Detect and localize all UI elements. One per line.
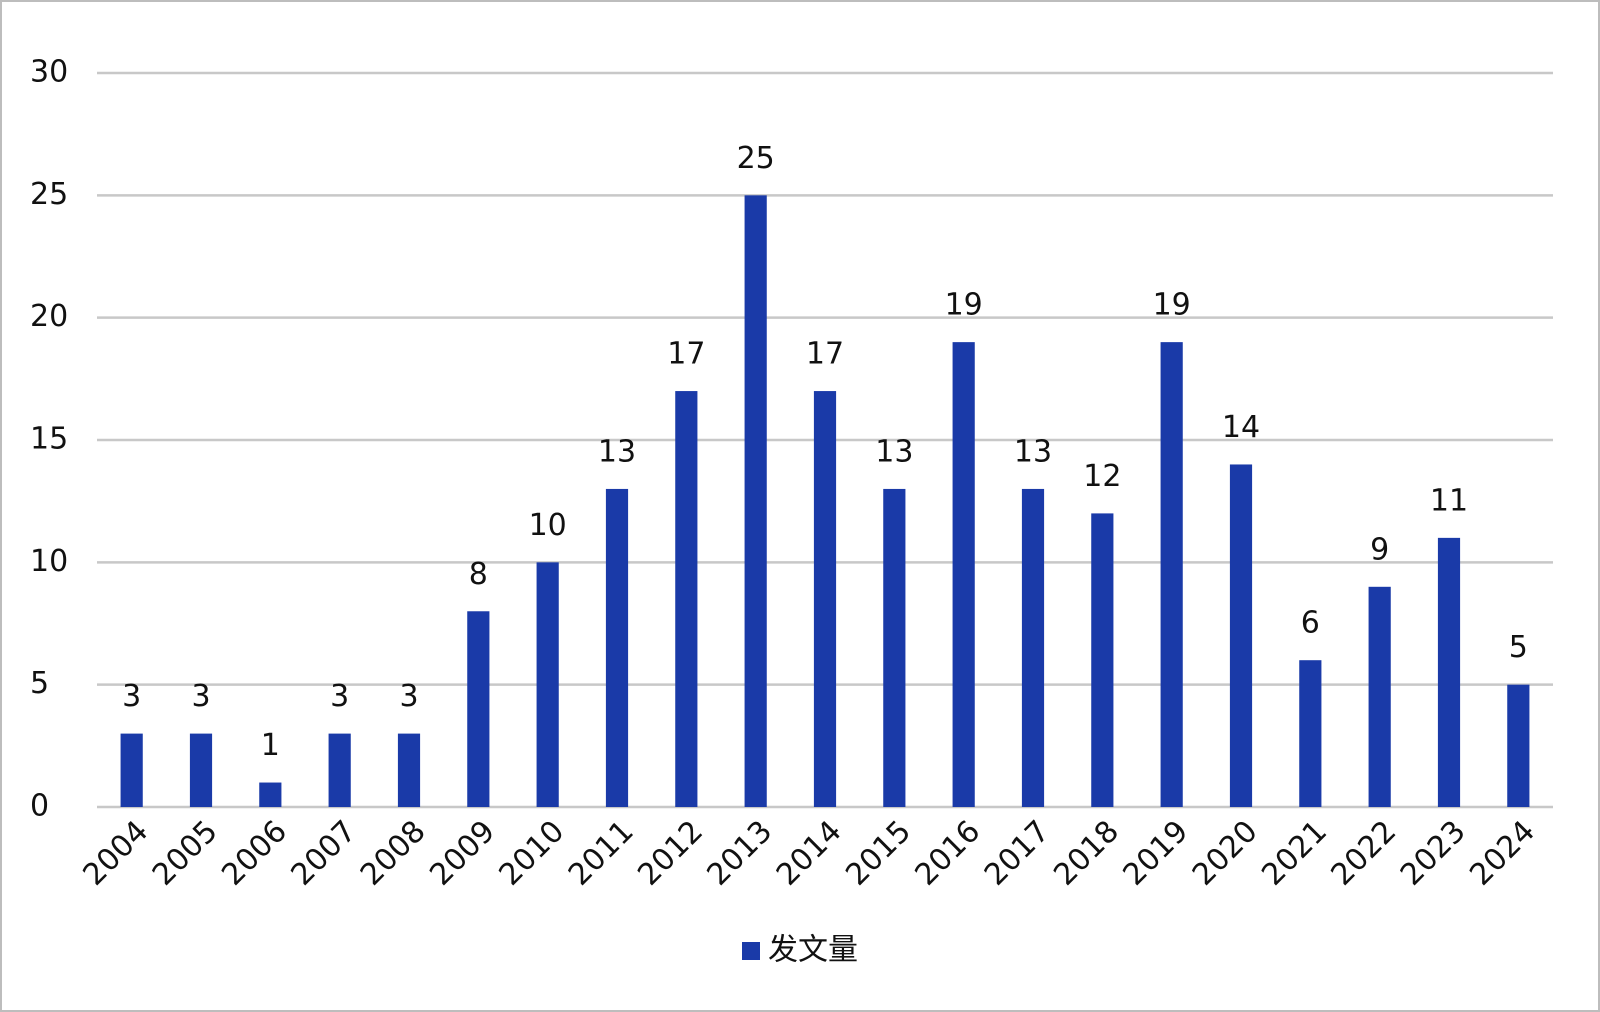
data-label: 9 xyxy=(1370,532,1389,567)
bar xyxy=(1021,488,1045,807)
bar xyxy=(328,733,351,807)
legend-label: 发文量 xyxy=(768,933,858,968)
legend-swatch xyxy=(742,942,760,960)
bar xyxy=(605,488,629,807)
data-label: 1 xyxy=(261,728,280,763)
bar xyxy=(1299,660,1322,807)
data-label: 19 xyxy=(1153,288,1191,323)
bar xyxy=(813,391,837,807)
bar xyxy=(467,611,490,807)
data-label: 3 xyxy=(330,679,349,714)
data-label: 6 xyxy=(1301,606,1320,641)
bar xyxy=(397,733,421,807)
y-tick-label: 25 xyxy=(30,177,68,212)
data-label: 19 xyxy=(945,288,983,323)
bar xyxy=(1091,513,1114,807)
data-label: 3 xyxy=(122,679,141,714)
bar xyxy=(883,488,906,807)
data-label: 8 xyxy=(469,557,488,592)
bar xyxy=(120,733,143,807)
data-label: 17 xyxy=(806,337,844,372)
y-tick-label: 10 xyxy=(30,544,68,579)
bar xyxy=(189,733,213,807)
bar xyxy=(1160,342,1183,807)
bar xyxy=(259,782,282,807)
y-tick-label: 30 xyxy=(30,55,68,90)
data-label: 12 xyxy=(1083,459,1121,494)
bar xyxy=(1368,586,1391,807)
data-label: 17 xyxy=(667,337,705,372)
data-label: 10 xyxy=(529,508,567,543)
data-label: 11 xyxy=(1430,483,1468,518)
bar xyxy=(675,391,698,807)
data-label: 13 xyxy=(1014,434,1052,469)
y-tick-label: 15 xyxy=(30,422,68,457)
data-label: 3 xyxy=(191,679,210,714)
data-label: 5 xyxy=(1509,630,1528,665)
data-label: 25 xyxy=(737,141,775,176)
bar xyxy=(952,342,975,807)
data-label: 13 xyxy=(875,434,913,469)
y-tick-label: 0 xyxy=(30,789,49,824)
bar xyxy=(536,562,559,807)
bar xyxy=(1507,684,1530,807)
data-label: 3 xyxy=(399,679,418,714)
bar xyxy=(744,195,767,808)
data-label: 13 xyxy=(598,434,636,469)
bar xyxy=(1437,537,1461,807)
y-tick-label: 20 xyxy=(30,299,68,334)
y-tick-label: 5 xyxy=(30,666,49,701)
data-label: 14 xyxy=(1222,410,1260,445)
bar xyxy=(1229,464,1253,807)
